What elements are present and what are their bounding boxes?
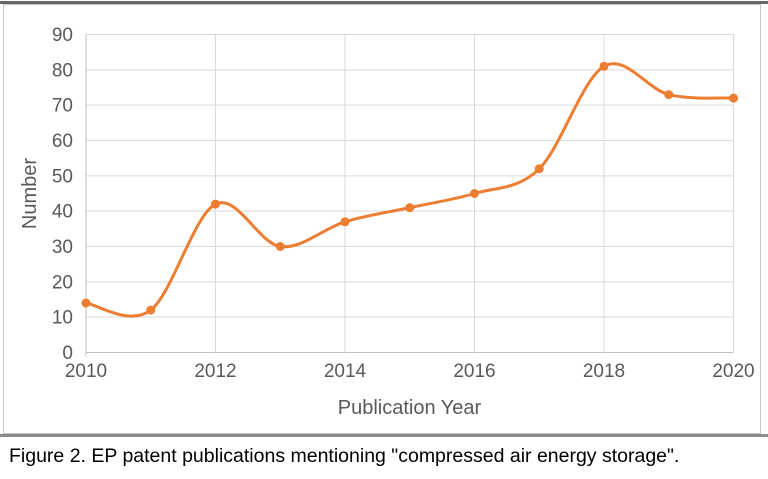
x-tick-label: 2020 bbox=[712, 361, 754, 382]
data-point-2018 bbox=[599, 61, 609, 71]
series-line bbox=[84, 62, 735, 318]
chart-series bbox=[81, 61, 738, 318]
y-tick-label: 60 bbox=[52, 131, 73, 152]
y-tick-label: 70 bbox=[52, 96, 73, 117]
figure-caption: Figure 2. EP patent publications mention… bbox=[9, 445, 680, 467]
y-tick-label: 50 bbox=[52, 166, 73, 187]
data-point-2016 bbox=[470, 189, 479, 198]
data-point-2015 bbox=[405, 203, 415, 213]
data-point-2010 bbox=[81, 298, 91, 308]
x-tick-label: 2010 bbox=[65, 361, 107, 382]
x-tick-label: 2018 bbox=[583, 361, 625, 382]
y-tick-label: 10 bbox=[52, 308, 73, 329]
data-point-2020 bbox=[729, 93, 738, 103]
x-tick-label: 2012 bbox=[194, 361, 236, 382]
y-axis-title: Number bbox=[19, 158, 41, 229]
data-point-2011 bbox=[146, 305, 156, 315]
x-tick-label: 2016 bbox=[453, 361, 495, 382]
line-chart: 0 10 20 30 40 50 60 70 80 90 2010 2012 2014 2016 2018 2… bbox=[19, 25, 755, 419]
y-tick-label: 40 bbox=[52, 202, 73, 223]
y-tick-label: 20 bbox=[52, 272, 73, 293]
data-point-2019 bbox=[664, 90, 674, 100]
y-tick-label: 80 bbox=[52, 60, 73, 81]
chart-grid: 0 10 20 30 40 50 60 70 80 90 2010 2012 2014 2016 2018 2… bbox=[52, 25, 755, 382]
y-tick-label: 0 bbox=[62, 343, 73, 364]
y-tick-label: 30 bbox=[52, 237, 73, 258]
top-rule bbox=[0, 1, 768, 4]
chart-box bbox=[3, 4, 761, 434]
x-axis-title: Publication Year bbox=[338, 397, 482, 419]
bottom-rule bbox=[0, 434, 768, 437]
y-tick-label: 90 bbox=[52, 25, 73, 46]
data-point-2017 bbox=[534, 164, 544, 174]
data-point-2013 bbox=[275, 242, 285, 251]
data-point-2014 bbox=[340, 217, 350, 227]
data-point-2012 bbox=[211, 199, 220, 209]
x-tick-label: 2014 bbox=[324, 361, 367, 382]
